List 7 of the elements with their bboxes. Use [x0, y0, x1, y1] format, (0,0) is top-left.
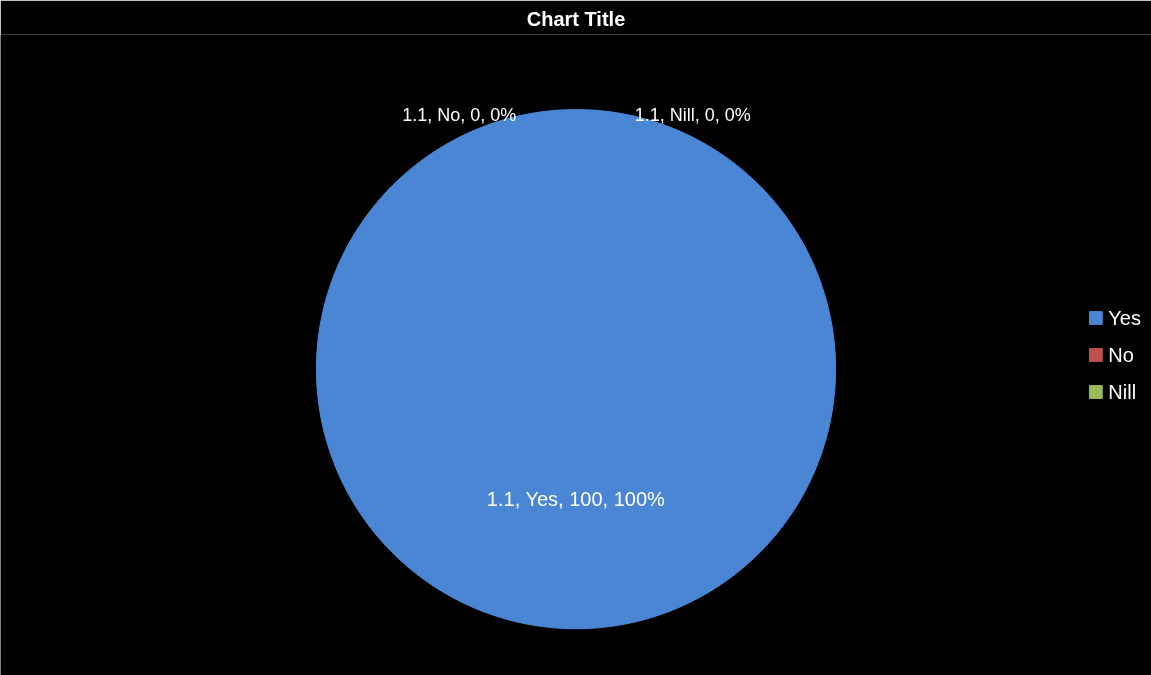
- text: 1.1, No, 0, 0%: [402, 104, 517, 125]
- legend-label: Yes: [1108, 306, 1141, 329]
- data-label: 1.1, Yes, 100, 100%: [486, 487, 665, 510]
- legend-label: No: [1108, 343, 1134, 366]
- legend-label: Nill: [1108, 380, 1137, 403]
- chart-title: Chart Title: [526, 7, 626, 30]
- text: 1.1, Nill, 0, 0%: [634, 104, 751, 125]
